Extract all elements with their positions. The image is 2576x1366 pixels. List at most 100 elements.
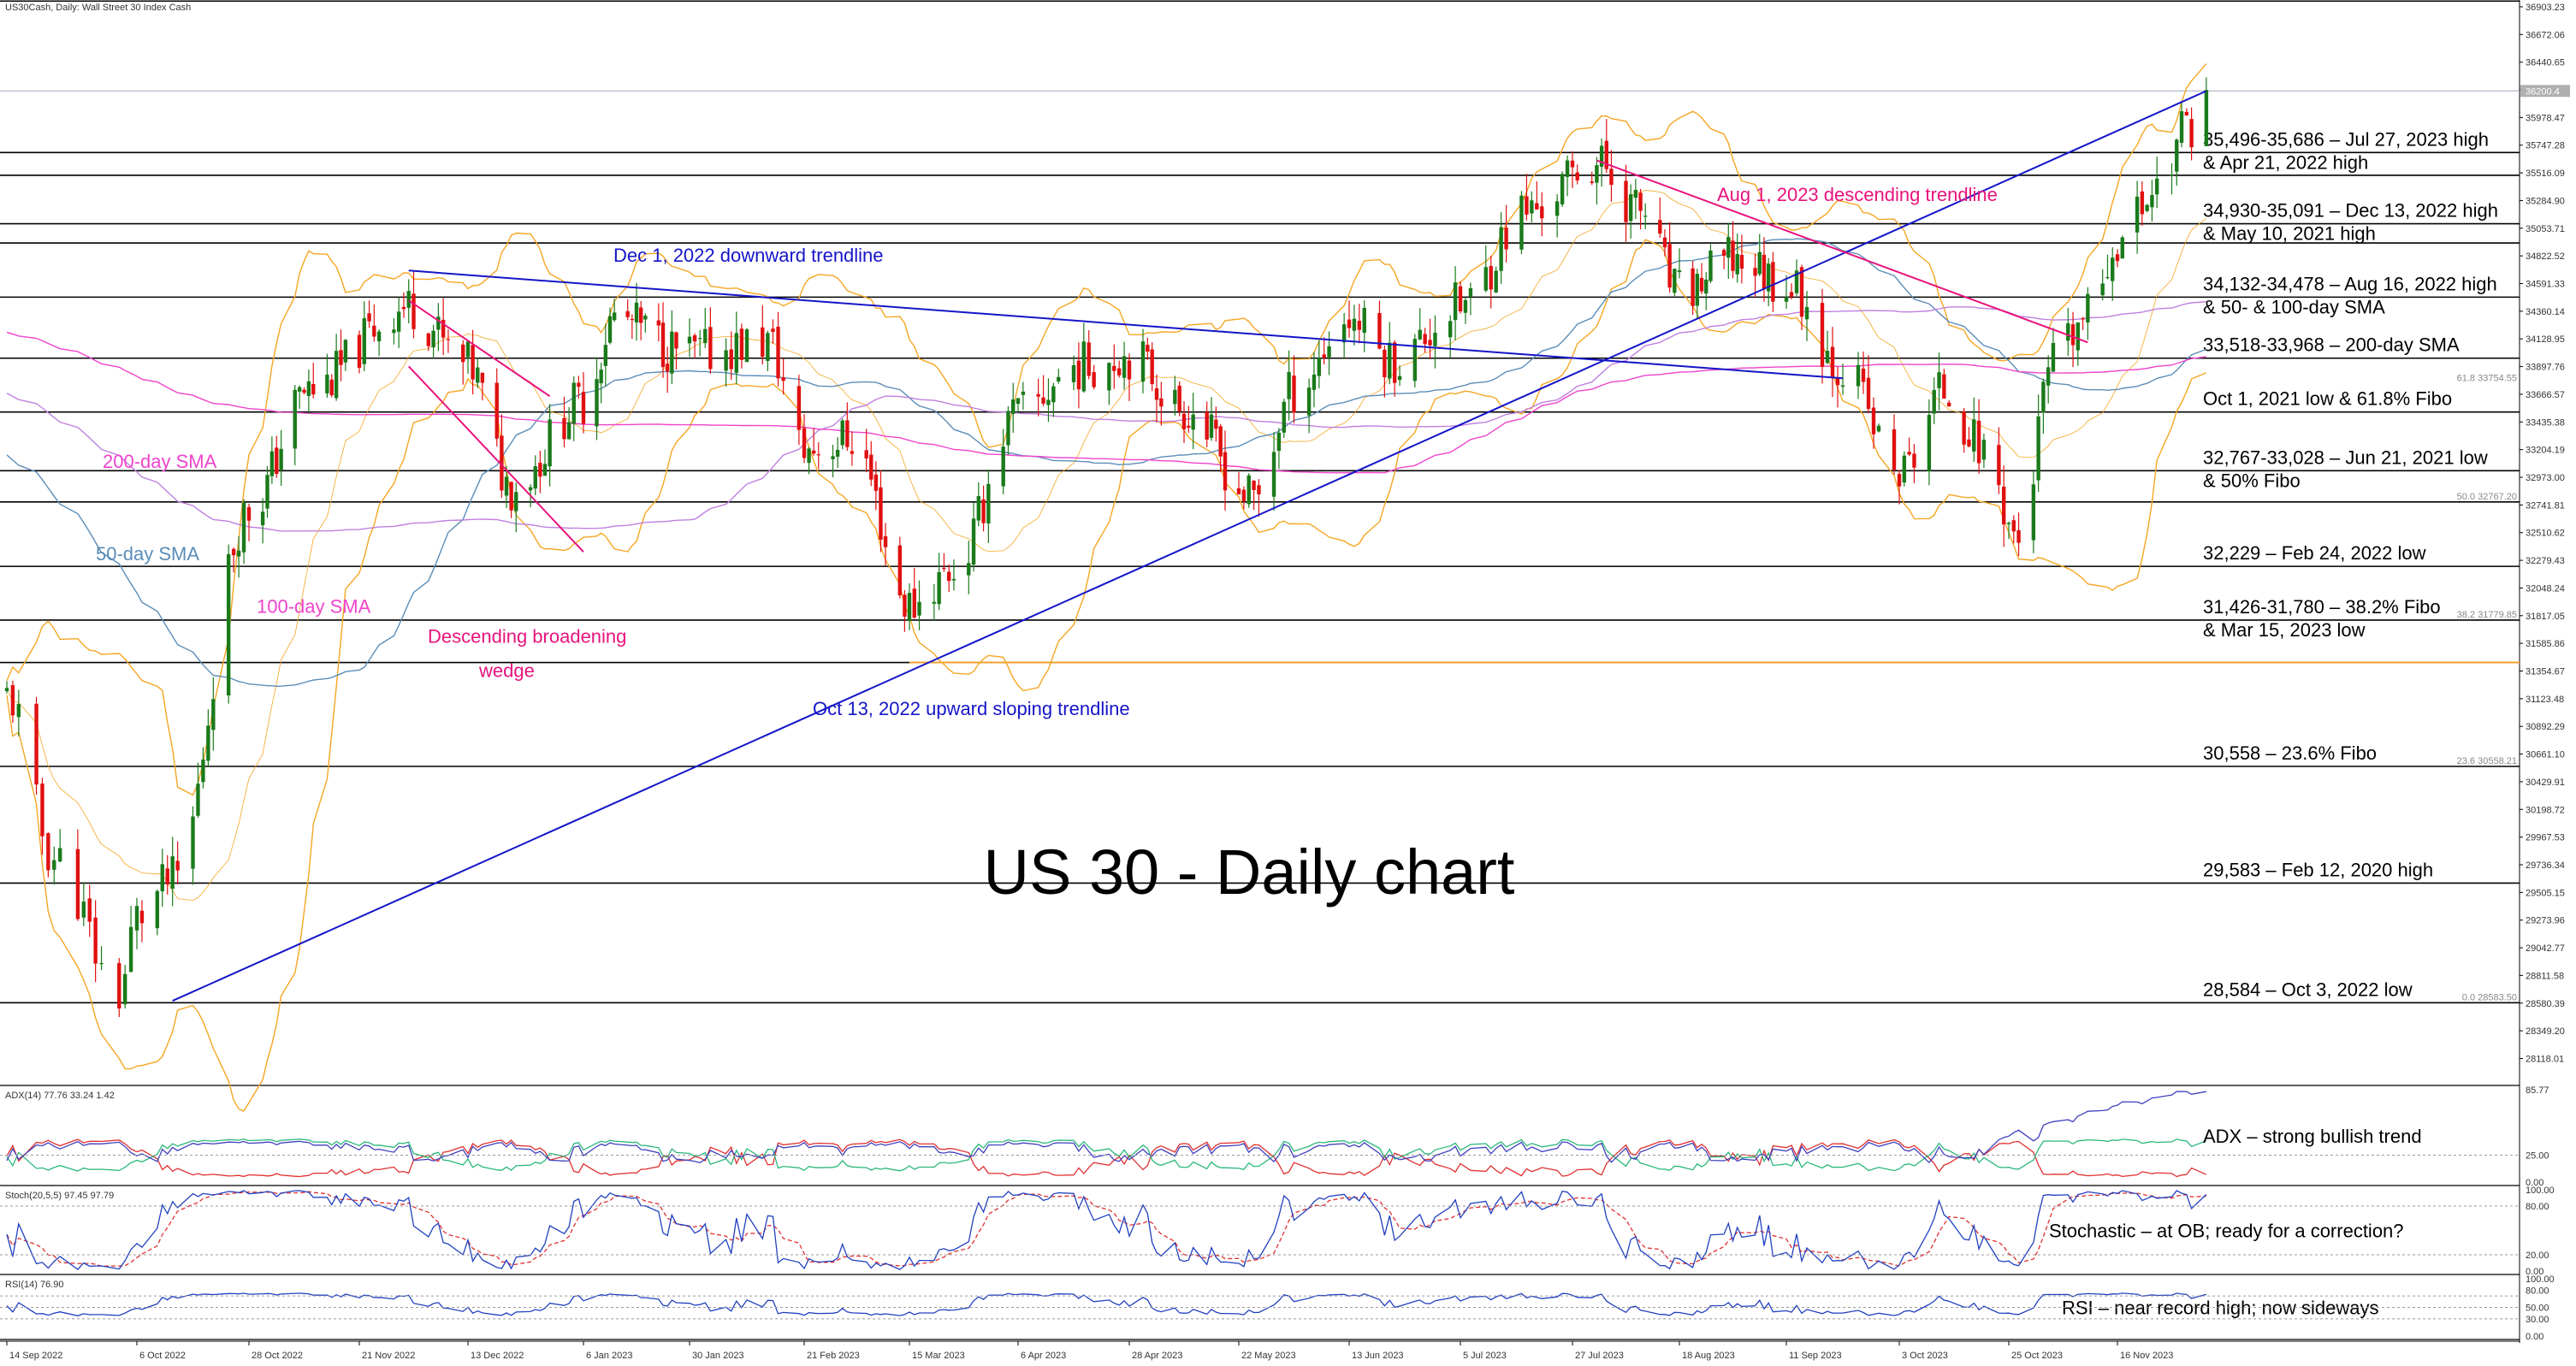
candle-body: [1699, 277, 1704, 292]
candle-body: [1804, 306, 1809, 320]
candle-body: [708, 327, 713, 370]
candle-body: [1292, 376, 1296, 413]
candle-body: [566, 422, 571, 440]
adx-tick-label: 0.00: [2526, 1178, 2543, 1188]
candle-body: [2066, 322, 2070, 341]
level-label: 31,426-31,780 – 38.2% Fibo: [2203, 596, 2441, 618]
candle-body: [367, 313, 371, 322]
candle-body: [703, 328, 708, 344]
candle-body: [206, 725, 210, 761]
candle-body: [562, 417, 566, 440]
sma-50-line: [6, 238, 2207, 688]
candle-body: [692, 335, 697, 342]
candle-body: [1282, 401, 1286, 433]
candle-body: [231, 548, 236, 556]
candle-body: [128, 926, 133, 973]
candle-body: [1317, 358, 1322, 376]
candle-body: [907, 593, 912, 621]
level-label-second-line: & Mar 15, 2023 low: [2203, 619, 2366, 641]
candle-body: [697, 338, 702, 340]
annotation-label: 200-day SMA: [103, 451, 217, 472]
candle-body: [1866, 377, 1871, 410]
candle-body: [494, 382, 499, 439]
candle-body: [1489, 266, 1493, 290]
candle-body: [436, 316, 441, 330]
level-label: 33,518-33,968 – 200-day SMA: [2203, 334, 2460, 356]
candle-body: [1112, 365, 1116, 371]
candle-body: [1418, 329, 1422, 340]
candle-body: [426, 333, 431, 346]
candle-body: [1107, 363, 1111, 391]
annotation-label: 50-day SMA: [96, 543, 199, 565]
candle-body: [1525, 196, 1529, 215]
candle-body: [1252, 481, 1256, 490]
candle-body: [1154, 388, 1159, 400]
candle-body: [40, 784, 44, 837]
candle-body: [1876, 425, 1881, 432]
price-tick-label: 29505.15: [2526, 888, 2565, 898]
candle-body: [325, 375, 329, 393]
candle-body: [1721, 250, 1726, 256]
candle-body: [1214, 419, 1218, 429]
current-price-box: [2520, 85, 2570, 98]
candle-body: [211, 699, 216, 730]
candle-body: [1624, 180, 1628, 222]
current-price-label: 36200.4: [2526, 86, 2560, 97]
x-tick-label: 13 Jun 2023: [1352, 1351, 1404, 1361]
fibo-tag: 50.0 32767.20: [2457, 492, 2517, 502]
trendline: [408, 269, 1844, 380]
candle-body: [2031, 484, 2036, 541]
candle-body: [1794, 270, 1799, 293]
price-tick-label: 34128.95: [2526, 334, 2565, 345]
candle-body: [1483, 267, 1488, 291]
rsi-indicator-label: RSI(14) 76.90: [5, 1280, 63, 1290]
x-tick-label: 6 Apr 2023: [1021, 1351, 1066, 1361]
candle-body: [1412, 339, 1418, 381]
rsi-panel: RSI(14) 76.90 100.0080.0050.0030.000.00RS…: [0, 1274, 2555, 1342]
candle-body: [1861, 368, 1866, 382]
candle-body: [612, 312, 617, 321]
trendline: [172, 90, 2207, 1002]
candle-body: [761, 327, 765, 357]
stoch-comment: Stochastic – at OB; ready for a correcti…: [2049, 1221, 2404, 1242]
price-tick-label: 29736.34: [2526, 860, 2565, 871]
candle-body: [1658, 220, 1662, 234]
candle-body: [542, 464, 548, 476]
candle-body: [660, 322, 666, 368]
x-tick-label: 3 Oct 2023: [1902, 1351, 1948, 1361]
candle-body: [1016, 398, 1021, 405]
trendlines: [172, 90, 2207, 1002]
candle-body: [971, 518, 976, 565]
candle-body: [946, 571, 951, 582]
candle-body: [816, 454, 820, 456]
price-tick-label: 31585.86: [2526, 639, 2565, 649]
x-tick-label: 11 Sep 2023: [1789, 1351, 1842, 1361]
candle-body: [630, 318, 635, 321]
x-tick-label: 15 Mar 2023: [912, 1351, 965, 1361]
candle-body: [1540, 206, 1544, 219]
rsi-tick-label: 50.00: [2526, 1304, 2549, 1314]
x-tick-label: 21 Nov 2022: [362, 1351, 415, 1361]
candle-body: [1677, 270, 1682, 273]
price-tick-label: 29967.53: [2526, 833, 2565, 843]
price-axis: 36903.2336672.0636440.6536209.4835978.47…: [2520, 3, 2570, 1064]
candle-body: [1463, 299, 1468, 313]
candle-body: [1236, 488, 1241, 494]
price-tick-label: 35516.09: [2526, 169, 2565, 179]
candle-body: [1116, 368, 1122, 376]
candle-body: [1912, 453, 1916, 468]
candle-body: [581, 392, 586, 424]
candle-body: [1570, 160, 1575, 168]
annotation-label: Dec 1, 2022 downward trendline: [613, 245, 884, 266]
candle-body: [840, 420, 844, 446]
candle-body: [1735, 253, 1739, 275]
x-tick-label: 27 Jul 2023: [1575, 1351, 1624, 1361]
candle-body: [1897, 474, 1902, 487]
candle-body: [275, 447, 279, 474]
price-tick-label: 32279.43: [2526, 556, 2565, 566]
candle-body: [1575, 172, 1579, 180]
candle-body: [302, 389, 306, 393]
candle-body: [1638, 192, 1643, 211]
